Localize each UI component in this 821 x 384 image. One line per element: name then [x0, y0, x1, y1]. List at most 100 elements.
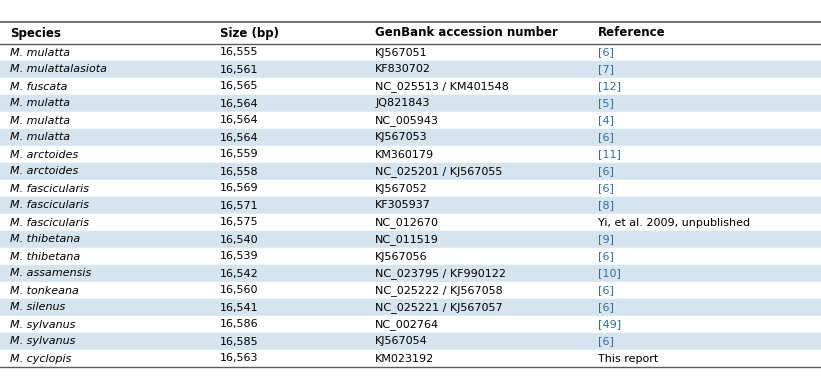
- Text: [7]: [7]: [598, 65, 613, 74]
- Text: M. fascicularis: M. fascicularis: [10, 200, 89, 210]
- Text: M. sylvanus: M. sylvanus: [10, 336, 76, 346]
- Bar: [0, 129, 821, 146]
- Bar: [0, 282, 821, 299]
- Bar: [0, 112, 821, 129]
- Text: Yi, et al. 2009, unpublished: Yi, et al. 2009, unpublished: [598, 217, 750, 227]
- Text: 16,565: 16,565: [220, 81, 259, 91]
- Text: Species: Species: [10, 26, 61, 40]
- Text: 16,540: 16,540: [220, 235, 259, 245]
- Text: 16,586: 16,586: [220, 319, 259, 329]
- Text: [6]: [6]: [598, 285, 613, 296]
- Text: M. mulatta: M. mulatta: [10, 132, 70, 142]
- Text: [6]: [6]: [598, 303, 613, 313]
- Text: NC_025513 / KM401548: NC_025513 / KM401548: [375, 81, 509, 92]
- Text: M. mulattalasiota: M. mulattalasiota: [10, 65, 107, 74]
- Bar: [0, 333, 821, 350]
- Text: NC_012670: NC_012670: [375, 217, 439, 228]
- Bar: [0, 214, 821, 231]
- Text: [8]: [8]: [598, 200, 613, 210]
- Text: M. fuscata: M. fuscata: [10, 81, 67, 91]
- Text: KJ567051: KJ567051: [375, 48, 428, 58]
- Text: [49]: [49]: [598, 319, 621, 329]
- Text: KM023192: KM023192: [375, 354, 434, 364]
- Text: M. thibetana: M. thibetana: [10, 235, 80, 245]
- Text: NC_005943: NC_005943: [375, 115, 439, 126]
- Text: [10]: [10]: [598, 268, 621, 278]
- Bar: [0, 44, 821, 61]
- Text: GenBank accession number: GenBank accession number: [375, 26, 558, 40]
- Text: KJ567054: KJ567054: [375, 336, 428, 346]
- Text: NC_025221 / KJ567057: NC_025221 / KJ567057: [375, 302, 502, 313]
- Bar: [0, 95, 821, 112]
- Text: KF830702: KF830702: [375, 65, 431, 74]
- Text: M. mulatta: M. mulatta: [10, 116, 70, 126]
- Text: NC_011519: NC_011519: [375, 234, 439, 245]
- Text: 16,555: 16,555: [220, 48, 259, 58]
- Text: [6]: [6]: [598, 167, 613, 177]
- Bar: [0, 248, 821, 265]
- Text: M. fascicularis: M. fascicularis: [10, 184, 89, 194]
- Text: 16,542: 16,542: [220, 268, 259, 278]
- Text: NC_025201 / KJ567055: NC_025201 / KJ567055: [375, 166, 502, 177]
- Text: NC_025222 / KJ567058: NC_025222 / KJ567058: [375, 285, 503, 296]
- Bar: [0, 299, 821, 316]
- Text: M. thibetana: M. thibetana: [10, 252, 80, 262]
- Text: 16,541: 16,541: [220, 303, 259, 313]
- Bar: [0, 350, 821, 367]
- Bar: [0, 146, 821, 163]
- Text: 16,558: 16,558: [220, 167, 259, 177]
- Text: 16,564: 16,564: [220, 99, 259, 109]
- Text: 16,559: 16,559: [220, 149, 259, 159]
- Text: M. arctoides: M. arctoides: [10, 167, 78, 177]
- Text: M. silenus: M. silenus: [10, 303, 65, 313]
- Text: M. arctoides: M. arctoides: [10, 149, 78, 159]
- Text: Reference: Reference: [598, 26, 665, 40]
- Text: 16,564: 16,564: [220, 132, 259, 142]
- Text: [5]: [5]: [598, 99, 613, 109]
- Bar: [0, 180, 821, 197]
- Text: KJ567052: KJ567052: [375, 184, 428, 194]
- Text: Size (bp): Size (bp): [220, 26, 279, 40]
- Text: 16,561: 16,561: [220, 65, 259, 74]
- Bar: [0, 316, 821, 333]
- Text: 16,569: 16,569: [220, 184, 259, 194]
- Text: [11]: [11]: [598, 149, 621, 159]
- Text: JQ821843: JQ821843: [375, 99, 429, 109]
- Text: [4]: [4]: [598, 116, 613, 126]
- Text: [12]: [12]: [598, 81, 621, 91]
- Text: 16,571: 16,571: [220, 200, 259, 210]
- Text: M. tonkeana: M. tonkeana: [10, 285, 79, 296]
- Text: M. mulatta: M. mulatta: [10, 48, 70, 58]
- Text: M. fascicularis: M. fascicularis: [10, 217, 89, 227]
- Text: NC_023795 / KF990122: NC_023795 / KF990122: [375, 268, 507, 279]
- Text: M. cyclopis: M. cyclopis: [10, 354, 71, 364]
- Text: [6]: [6]: [598, 252, 613, 262]
- Text: [6]: [6]: [598, 48, 613, 58]
- Bar: [0, 231, 821, 248]
- Text: KF305937: KF305937: [375, 200, 431, 210]
- Text: [9]: [9]: [598, 235, 613, 245]
- Text: M. sylvanus: M. sylvanus: [10, 319, 76, 329]
- Text: [6]: [6]: [598, 336, 613, 346]
- Text: KJ567053: KJ567053: [375, 132, 428, 142]
- Text: NC_002764: NC_002764: [375, 319, 439, 330]
- Bar: [0, 163, 821, 180]
- Text: KJ567056: KJ567056: [375, 252, 428, 262]
- Bar: [0, 22, 821, 44]
- Text: 16,575: 16,575: [220, 217, 259, 227]
- Text: This report: This report: [598, 354, 658, 364]
- Text: KM360179: KM360179: [375, 149, 434, 159]
- Bar: [0, 61, 821, 78]
- Text: 16,560: 16,560: [220, 285, 259, 296]
- Bar: [0, 197, 821, 214]
- Text: 16,563: 16,563: [220, 354, 259, 364]
- Bar: [0, 265, 821, 282]
- Text: [6]: [6]: [598, 132, 613, 142]
- Text: M. assamensis: M. assamensis: [10, 268, 91, 278]
- Text: 16,539: 16,539: [220, 252, 259, 262]
- Bar: [0, 78, 821, 95]
- Text: [6]: [6]: [598, 184, 613, 194]
- Text: 16,585: 16,585: [220, 336, 259, 346]
- Text: 16,564: 16,564: [220, 116, 259, 126]
- Text: M. mulatta: M. mulatta: [10, 99, 70, 109]
